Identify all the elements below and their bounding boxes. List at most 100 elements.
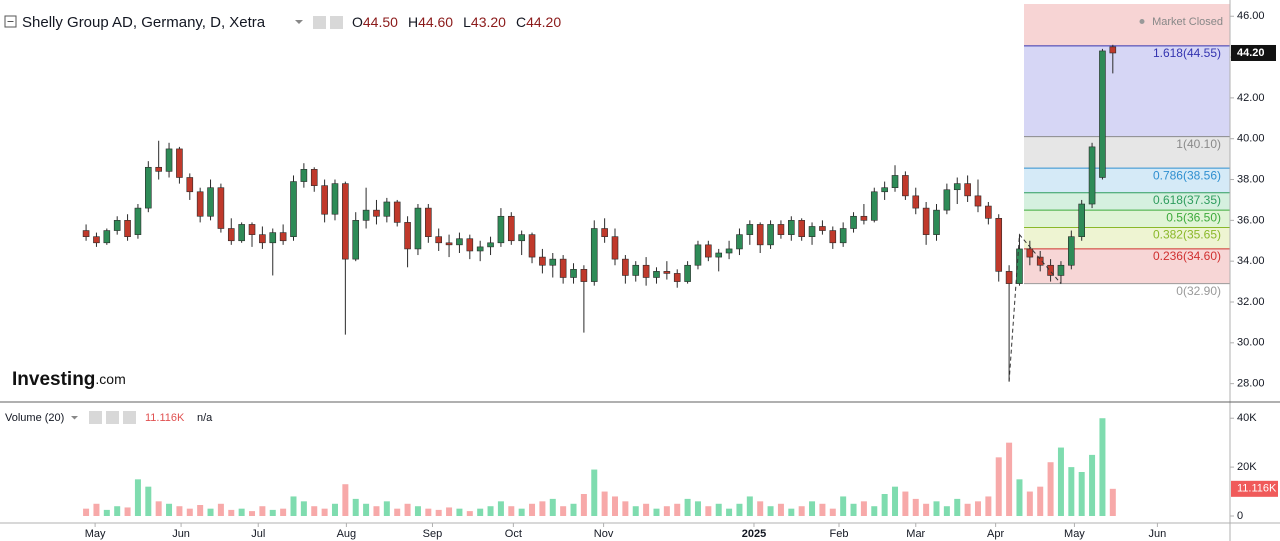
fib-zone <box>1024 210 1230 228</box>
status-dot <box>1139 19 1145 24</box>
candle-body <box>176 148 183 178</box>
y-tick-label: 34.00 <box>1237 255 1265 267</box>
x-tick-label: Sep <box>423 528 443 540</box>
volume-bar <box>995 457 1002 516</box>
volume-bar <box>363 503 370 516</box>
candle-body <box>995 218 1003 272</box>
candle-body <box>756 224 764 246</box>
candle-body <box>145 166 152 209</box>
candle-body <box>1016 248 1023 284</box>
volume-bar <box>124 507 131 516</box>
volume-bar <box>798 506 805 516</box>
volume-bar <box>394 508 401 516</box>
candle-body <box>113 220 121 231</box>
volume-visibility-icon[interactable] <box>106 411 119 424</box>
ohlc-legend: O44.50 H44.60 L43.20 C44.20 <box>352 14 561 30</box>
candle-body <box>1057 264 1065 276</box>
ohlc-item: O44.50 <box>352 14 398 30</box>
volume-bar <box>1078 472 1085 516</box>
volume-bar <box>155 501 162 516</box>
ohlc-value: 44.50 <box>363 14 398 30</box>
candle-body <box>653 271 660 278</box>
axis-layer: May Jun Jul Aug Sep Oct Nov 2025 Feb Mar Apr May Jun… <box>85 10 1278 540</box>
volume-bar <box>964 503 971 516</box>
candle-body <box>1078 203 1085 237</box>
volume-bar <box>912 498 919 516</box>
candle-body <box>331 183 339 215</box>
volume-bar <box>1089 454 1096 516</box>
volume-bar <box>487 506 494 516</box>
volume-bar <box>249 511 256 516</box>
candle-body <box>891 175 899 188</box>
volume-settings-icon[interactable] <box>89 411 102 424</box>
candle-body <box>227 228 235 242</box>
candle-body <box>1005 271 1013 284</box>
volume-bar <box>1099 418 1106 516</box>
volume-bar <box>435 509 442 516</box>
title-dropdown[interactable] <box>295 20 303 24</box>
collapse-icon[interactable] <box>4 15 17 28</box>
volume-bar <box>612 496 618 516</box>
candle-body <box>663 271 671 274</box>
volume-remove-icon[interactable] <box>123 411 136 424</box>
volume-bar <box>83 508 90 516</box>
volume-bar <box>280 508 287 516</box>
volume-bar <box>477 508 484 516</box>
candle-body <box>93 236 100 244</box>
candle-body <box>1099 50 1106 178</box>
volume-bar <box>902 491 909 516</box>
volume-bar <box>425 508 432 516</box>
volume-bar <box>1109 488 1116 516</box>
volume-bar <box>840 496 847 516</box>
candle-body <box>134 207 142 235</box>
candle-body <box>788 220 795 235</box>
fib-label: 1.618(44.55) <box>1153 46 1221 60</box>
candle-body <box>632 264 640 276</box>
volume-bar <box>684 498 691 516</box>
volume-dropdown[interactable] <box>71 416 78 420</box>
candle-body <box>777 224 785 235</box>
fib-label: 0.236(34.60) <box>1153 249 1221 263</box>
volume-bar <box>166 503 173 516</box>
volume-bar <box>342 484 349 516</box>
candle-body <box>715 252 723 258</box>
candle-body <box>974 195 982 207</box>
candle-body <box>1036 256 1044 266</box>
x-tick-label: Nov <box>594 528 614 540</box>
candle-body <box>476 246 484 252</box>
candle-body <box>1068 236 1075 266</box>
candle-body <box>342 183 349 260</box>
ohlc-item: H44.60 <box>408 14 453 30</box>
y-tick-label: 30.00 <box>1237 337 1265 349</box>
y-tick-label: 38.00 <box>1237 173 1265 185</box>
volume-bar <box>943 506 950 516</box>
candle-body <box>425 207 432 237</box>
volume-bar <box>736 503 743 516</box>
y-tick-label: 28.00 <box>1237 378 1265 390</box>
candle-body <box>684 264 691 282</box>
ohlc-key: C <box>516 14 526 30</box>
candle-body <box>1109 46 1117 54</box>
candle-body <box>1026 248 1034 258</box>
candle-body <box>300 169 308 182</box>
fib-zone <box>1024 168 1230 193</box>
candle-body <box>362 209 370 221</box>
x-tick-label: May <box>1064 528 1085 540</box>
ohlc-item: C44.20 <box>516 14 561 30</box>
x-tick-label: 2025 <box>742 528 766 540</box>
volume-bar <box>622 501 629 516</box>
candle-body <box>518 234 525 242</box>
visibility-icon[interactable] <box>330 16 343 29</box>
volume-bar <box>414 506 421 516</box>
settings-icon[interactable] <box>313 16 326 29</box>
volume-bar <box>653 508 660 516</box>
volume-bar <box>134 479 141 516</box>
volume-bar <box>259 506 266 516</box>
candle-body <box>1047 264 1054 276</box>
y-tick-label: 36.00 <box>1237 214 1265 226</box>
last-price-label: 44.20 <box>1237 47 1265 59</box>
volume-bar <box>757 501 764 516</box>
fib-swing-line <box>1008 233 1062 382</box>
candle-body <box>705 244 712 258</box>
